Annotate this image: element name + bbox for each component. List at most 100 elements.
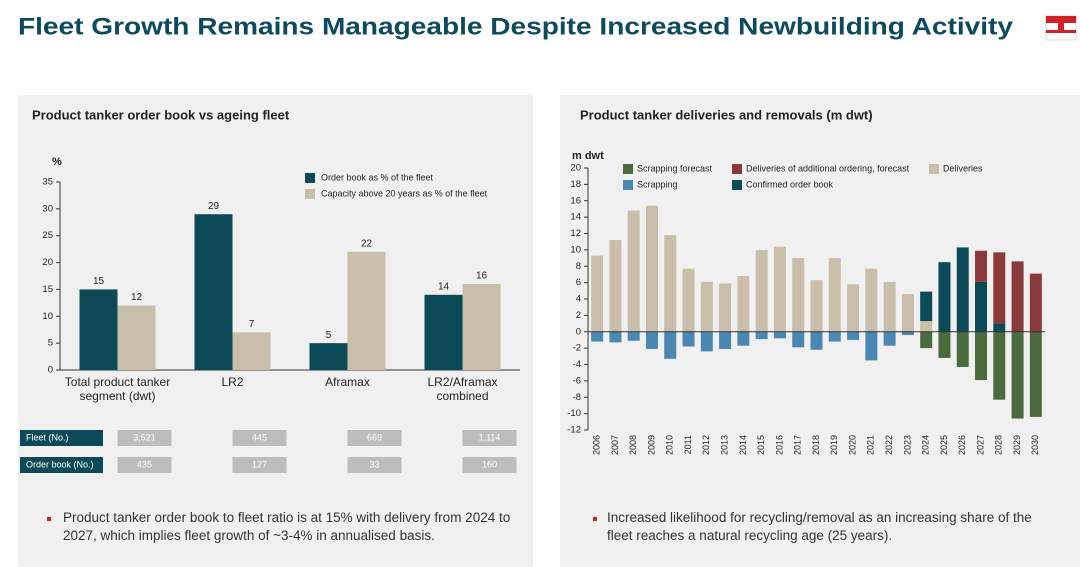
x-tick-label: 2012 [701,435,711,455]
x-tick-label: 2016 [774,435,784,455]
x-tick-label: 2015 [756,435,766,455]
bar [117,305,156,370]
bar [232,332,271,370]
y-tick-label: -4 [573,359,581,370]
bar-segment [700,281,713,332]
bullet-text: Product tanker order book to fleet ratio… [63,510,511,543]
x-tick-label: 2025 [939,435,949,455]
x-tick-label: 2030 [1030,435,1040,455]
x-tick-label: 2011 [683,435,693,454]
value-label: 29 [208,201,220,212]
bar-segment [975,250,988,282]
bar-segment [975,331,988,381]
table-cell [347,430,402,446]
bar-segment [975,281,988,332]
y-tick-label: -10 [567,408,581,419]
legend-swatch [732,180,742,190]
legend-label: Order book as % of the fleet [321,172,434,182]
bar [79,289,118,370]
y-tick-label: 10 [570,244,581,255]
table-cell [232,457,287,473]
y-tick-label: -12 [567,425,581,436]
bar [347,251,386,370]
bar-segment [719,331,732,349]
bar-segment [883,331,896,346]
x-tick-label: 2007 [610,435,620,455]
table-value: 127 [252,459,267,469]
chart-title: Product tanker order book vs ageing flee… [32,107,290,122]
y-tick-label: 4 [576,294,581,305]
table-cell [117,430,172,446]
y-tick-label: 2 [576,310,581,321]
table-value: 669 [367,432,382,442]
x-tick-label: 2020 [847,435,857,455]
bar-segment [847,284,860,332]
x-tick-label: 2009 [646,435,656,455]
bar-segment [664,235,677,332]
legend-label: Confirmed order book [746,179,834,189]
legend-swatch [623,180,633,190]
bar-segment [901,294,914,332]
row-header: Fleet (No.) [26,432,69,442]
x-tick-label: LR2/Aframax combined [427,375,498,403]
bar [462,284,501,370]
bar-segment [938,331,951,358]
y-axis-label: % [52,156,62,168]
bar-segment [609,331,622,343]
y-tick-label: 35 [42,177,53,188]
y-tick-label: 15 [42,284,53,295]
table-value: 160 [482,459,497,469]
x-tick-label: 2021 [866,435,876,455]
bar-segment [1029,273,1042,332]
table-value: 33 [369,459,379,469]
y-axis-label: m dwt [572,150,604,162]
x-tick-label: Aframax [325,375,370,389]
bar-segment [828,331,841,342]
row-header: Order book (No.) [26,459,94,469]
value-label: 12 [131,292,143,303]
bar-segment [682,268,695,332]
table-value: 435 [137,459,152,469]
bar-segment [609,240,622,332]
bar-segment [664,331,677,359]
y-tick-label: 0 [576,326,581,337]
bar-segment [591,255,604,332]
bar-segment [700,331,713,352]
legend-label: Scrapping forecast [637,163,713,173]
x-tick-label: 2027 [975,435,985,455]
legend-swatch [305,173,315,183]
logo [1045,15,1077,41]
table-cell [347,457,402,473]
bar-segment [627,331,640,341]
value-label: 5 [326,330,332,341]
bar-segment [737,331,750,346]
value-label: 14 [438,281,450,292]
y-tick-label: 10 [42,311,53,322]
x-tick-label: 2024 [921,435,931,455]
bar-segment [719,283,732,332]
y-tick-label: 16 [570,195,581,206]
y-tick-label: 14 [570,212,581,223]
x-tick-label: Total product tanker segment (dwt) [64,375,171,403]
x-tick-label: 2019 [829,435,839,455]
bar-segment [938,262,951,332]
bar-segment [847,331,860,340]
bar-segment [755,331,768,340]
chart-title: Product tanker deliveries and removals (… [580,107,873,122]
bar-segment [792,331,805,348]
value-label: 16 [476,271,488,282]
y-tick-label: 30 [42,203,53,214]
bullet-marker [593,517,597,521]
x-tick-label: LR2 [221,375,244,389]
y-tick-label: 8 [576,261,581,272]
table-value: 3,521 [133,432,156,442]
bar-segment [865,268,878,332]
x-tick-label: 2013 [719,435,729,455]
legend-label: Deliveries of additional ordering, forec… [746,163,910,173]
bar-segment [828,258,841,332]
bar-segment [627,210,640,332]
x-tick-label: 2006 [592,435,602,455]
table-cell [462,430,517,446]
